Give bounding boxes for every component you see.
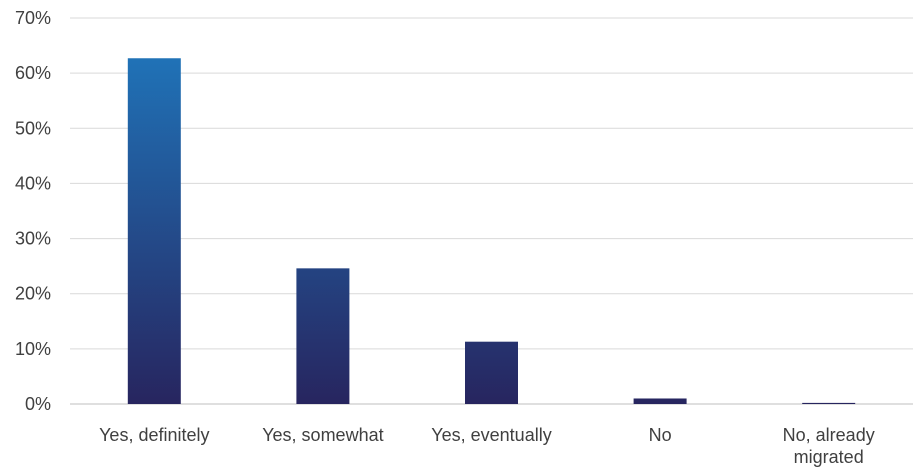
y-tick-label: 30%	[15, 229, 51, 249]
y-tick-label: 40%	[15, 173, 51, 193]
x-tick-label-line: Yes, somewhat	[262, 425, 383, 445]
x-tick-label: No	[649, 425, 672, 445]
x-tick-label-line: No	[649, 425, 672, 445]
gridlines	[70, 17, 913, 405]
y-tick-label: 50%	[15, 118, 51, 138]
x-axis: Yes, definitely Yes, somewhat Yes, eventua…	[99, 425, 875, 467]
bar	[296, 268, 350, 404]
x-tick-label: Yes, definitely	[99, 425, 209, 445]
bar	[802, 402, 856, 404]
y-axis: 0% 10% 20% 30% 40% 50% 60% 70%	[15, 8, 51, 414]
bar	[465, 341, 518, 404]
bars	[127, 58, 856, 405]
x-tick-label-line: No, already	[783, 425, 875, 445]
y-tick-label: 20%	[15, 284, 51, 304]
y-tick-label: 0%	[25, 394, 51, 414]
x-tick-label: Yes, somewhat	[262, 425, 383, 445]
y-tick-label: 60%	[15, 63, 51, 83]
y-tick-label: 70%	[15, 8, 51, 28]
x-tick-label-line: migrated	[794, 447, 864, 467]
bar	[633, 398, 687, 404]
bar	[127, 58, 181, 405]
x-tick-label: No, already migrated	[783, 425, 875, 467]
y-tick-label: 10%	[15, 339, 51, 359]
x-tick-label-line: Yes, definitely	[99, 425, 209, 445]
x-tick-label: Yes, eventually	[431, 425, 551, 445]
x-tick-label-line: Yes, eventually	[431, 425, 551, 445]
